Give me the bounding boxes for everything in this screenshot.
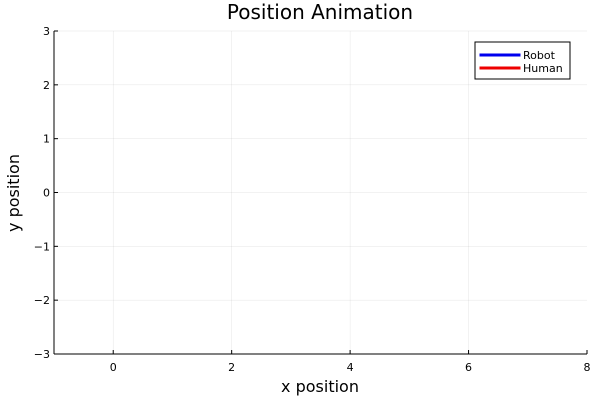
grid [54, 30, 587, 354]
x-tick-label: 0 [110, 361, 117, 374]
y-ticks: −3 −2 −1 0 1 2 3 [34, 25, 58, 361]
x-tick-label: 4 [347, 361, 354, 374]
y-tick-label: 3 [43, 25, 50, 38]
y-tick-label: 2 [43, 79, 50, 92]
x-tick-label: 6 [465, 361, 472, 374]
y-tick-label: −3 [34, 348, 50, 361]
x-tick-label: 2 [228, 361, 235, 374]
legend-label-robot: Robot [523, 49, 556, 62]
y-tick-label: 1 [43, 133, 50, 146]
x-ticks: 0 2 4 6 8 [110, 350, 591, 374]
y-tick-label: 0 [43, 187, 50, 200]
x-tick-label: 8 [584, 361, 591, 374]
legend-box [474, 41, 571, 80]
y-tick-label: −1 [34, 240, 50, 253]
legend-label-human: Human [523, 62, 563, 75]
y-tick-label: −2 [34, 294, 50, 307]
x-axis-label: x position [281, 377, 359, 396]
chart-title: Position Animation [227, 0, 413, 24]
legend: Robot Human [474, 41, 571, 80]
y-axis-label: y position [4, 154, 23, 232]
